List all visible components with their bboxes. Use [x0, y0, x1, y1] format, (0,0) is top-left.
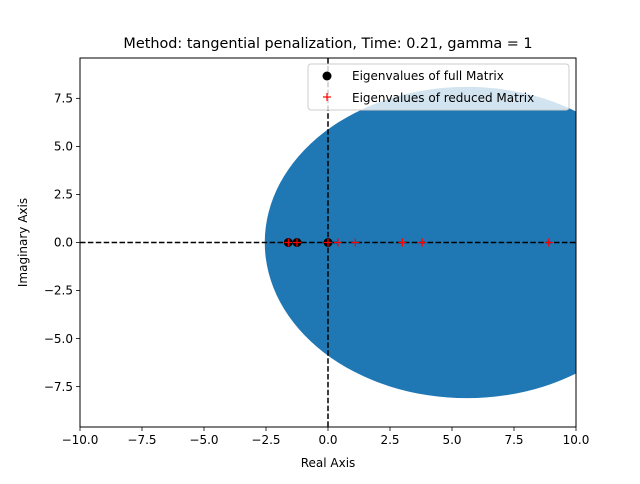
- y-tick-label: 0.0: [54, 236, 73, 250]
- y-axis-label: Imaginary Axis: [16, 198, 30, 287]
- legend: Eigenvalues of full Matrix Eigenvalues o…: [307, 63, 570, 111]
- legend-marker-full-matrix: [322, 71, 332, 81]
- legend-label-full-matrix: Eigenvalues of full Matrix: [352, 69, 504, 83]
- x-tick-label: 2.5: [380, 433, 399, 447]
- reduced-matrix-point: [418, 238, 427, 247]
- x-tick-label: −10.0: [62, 433, 99, 447]
- legend-marker-reduced-matrix: [323, 93, 331, 101]
- reduced-matrix-point: [398, 238, 407, 247]
- legend-box: [307, 63, 570, 111]
- x-tick-label: 7.5: [504, 433, 523, 447]
- legend-label-reduced-matrix: Eigenvalues of reduced Matrix: [352, 91, 534, 105]
- y-tick-label: 7.5: [54, 92, 73, 106]
- x-axis-ticks: −10.0 −7.5 −5.0 −2.5 0.0 2.5 5.0 7.5 10.0: [62, 427, 590, 447]
- y-tick-label: 2.5: [54, 188, 73, 202]
- x-tick-label: −7.5: [127, 433, 156, 447]
- data-marks: [283, 238, 553, 247]
- y-tick-label: −7.5: [44, 380, 73, 394]
- reduced-matrix-point: [544, 238, 553, 247]
- reduced-matrix-point: [333, 238, 342, 247]
- x-tick-label: 10.0: [563, 433, 590, 447]
- plot-area: [80, 58, 576, 427]
- x-tick-label: 5.0: [442, 433, 461, 447]
- chart-title: Method: tangential penalization, Time: 0…: [123, 36, 532, 52]
- x-tick-label: 0.0: [318, 433, 337, 447]
- x-axis-label: Real Axis: [301, 456, 356, 470]
- y-tick-label: −2.5: [44, 284, 73, 298]
- x-tick-label: −5.0: [189, 433, 218, 447]
- y-tick-label: 5.0: [54, 140, 73, 154]
- y-tick-label: −5.0: [44, 332, 73, 346]
- x-tick-label: −2.5: [251, 433, 280, 447]
- reduced-matrix-point: [351, 238, 360, 247]
- reduced-matrix-point: [284, 238, 293, 247]
- reduced-matrix-point: [324, 238, 332, 247]
- y-axis-ticks: −7.5 −5.0 −2.5 0.0 2.5 5.0 7.5: [44, 92, 80, 394]
- reduced-matrix-point: [293, 238, 301, 247]
